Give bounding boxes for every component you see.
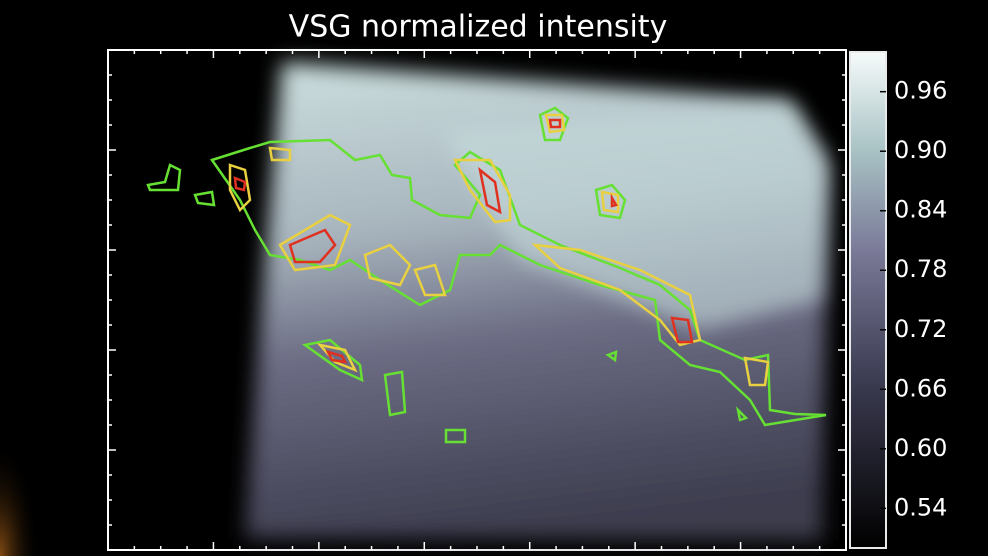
colorbar-tick-label: 0.84 xyxy=(894,196,947,224)
colorbar xyxy=(850,52,886,548)
plot-area xyxy=(108,50,846,550)
colorbar-tick-label: 0.54 xyxy=(894,493,947,521)
page: VSG normalized intensity 0.54 0.60 0.66 0.7… xyxy=(0,0,988,556)
chart: VSG normalized intensity 0.54 0.60 0.66 0.7… xyxy=(0,0,988,556)
edge-glow xyxy=(0,440,40,556)
colorbar-tick-label: 0.90 xyxy=(894,136,947,164)
chart-title: VSG normalized intensity xyxy=(289,10,668,45)
colorbar-tick-label: 0.78 xyxy=(894,255,947,283)
colorbar-tick-label: 0.60 xyxy=(894,434,947,462)
colorbar-tick-label: 0.66 xyxy=(894,374,947,402)
colorbar-tick-label: 0.72 xyxy=(894,315,947,343)
colorbar-tick-label: 0.96 xyxy=(894,77,947,105)
